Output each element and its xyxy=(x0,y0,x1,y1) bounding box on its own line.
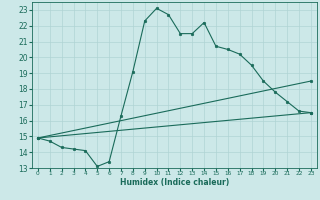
X-axis label: Humidex (Indice chaleur): Humidex (Indice chaleur) xyxy=(120,178,229,187)
